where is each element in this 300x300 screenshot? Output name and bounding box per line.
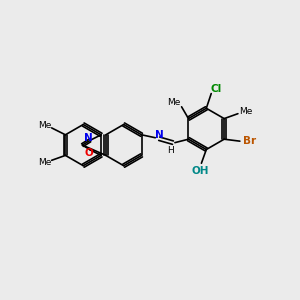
Text: N: N bbox=[155, 130, 164, 140]
Text: H: H bbox=[168, 146, 174, 155]
Text: Me: Me bbox=[38, 122, 52, 130]
Text: Cl: Cl bbox=[211, 84, 222, 94]
Text: Br: Br bbox=[243, 136, 256, 146]
Text: Me: Me bbox=[167, 98, 180, 107]
Text: OH: OH bbox=[192, 166, 209, 176]
Text: Me: Me bbox=[239, 107, 252, 116]
Text: Me: Me bbox=[38, 158, 52, 167]
Text: O: O bbox=[85, 148, 93, 158]
Text: N: N bbox=[83, 133, 92, 142]
